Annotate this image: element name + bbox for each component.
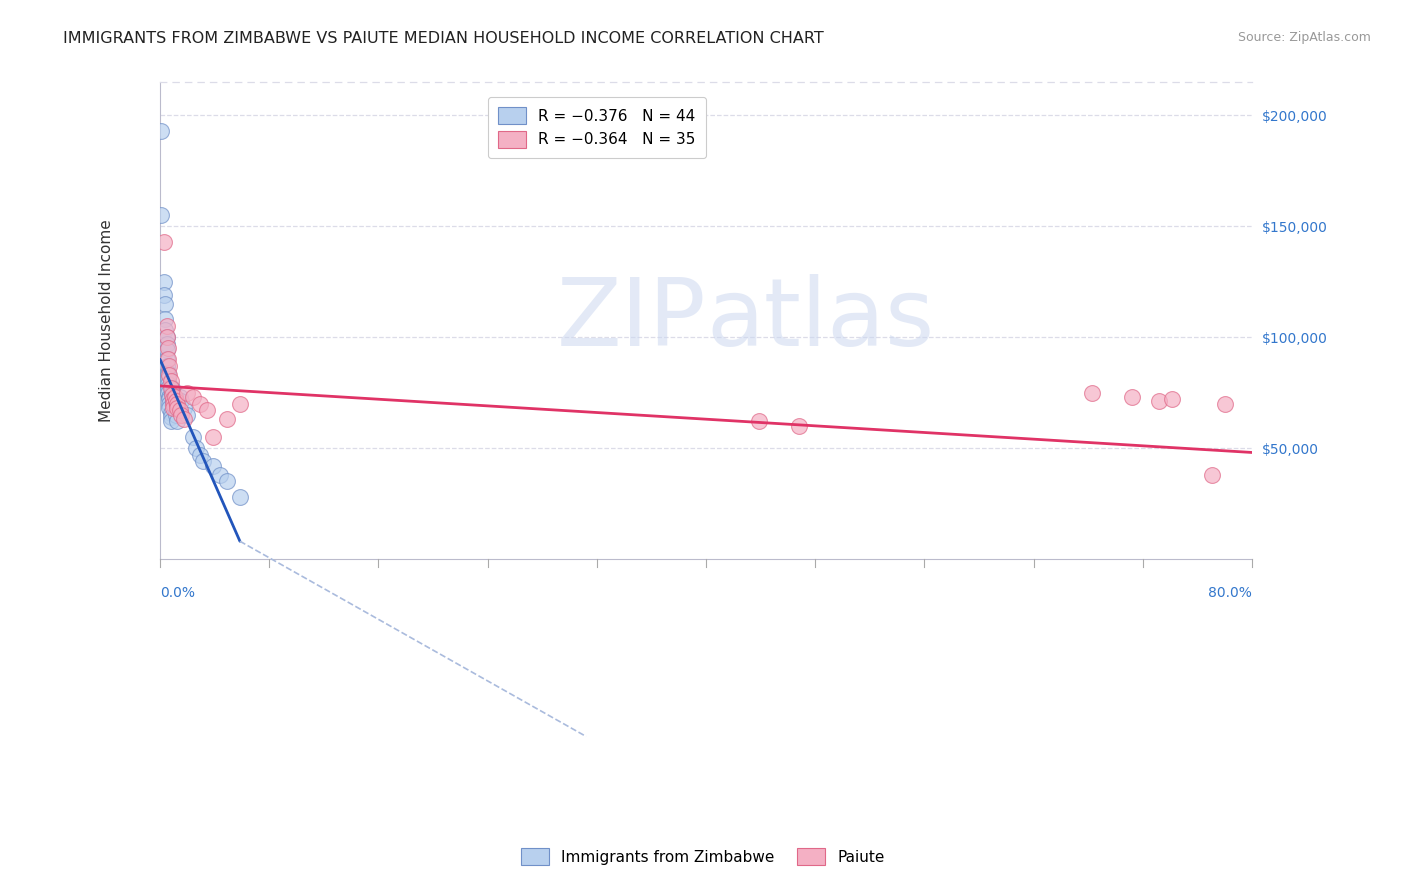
Point <box>153 235 176 249</box>
Point <box>162 397 184 411</box>
Text: 0.0%: 0.0% <box>160 586 195 599</box>
Point <box>787 418 810 433</box>
Point <box>150 208 173 222</box>
Point <box>229 490 252 504</box>
Point <box>157 397 180 411</box>
Point <box>215 475 238 489</box>
Point <box>156 336 179 351</box>
Point <box>157 401 180 416</box>
Point <box>156 368 179 382</box>
Point <box>160 381 183 395</box>
Point <box>159 381 181 395</box>
Point <box>215 412 238 426</box>
Point <box>156 330 179 344</box>
Point <box>1081 385 1104 400</box>
Point <box>181 430 204 444</box>
Text: atlas: atlas <box>706 275 935 367</box>
Point <box>181 390 204 404</box>
Legend: Immigrants from Zimbabwe, Paiute: Immigrants from Zimbabwe, Paiute <box>516 842 890 871</box>
Point <box>176 408 198 422</box>
Point <box>156 341 179 355</box>
Point <box>156 385 179 400</box>
Point <box>155 297 177 311</box>
Point <box>156 318 179 333</box>
Point <box>748 414 770 428</box>
Point <box>157 359 180 373</box>
Point <box>153 288 176 302</box>
Point <box>166 414 188 428</box>
Point <box>162 394 184 409</box>
Point <box>157 368 180 382</box>
Point <box>208 467 231 482</box>
Text: IMMIGRANTS FROM ZIMBABWE VS PAIUTE MEDIAN HOUSEHOLD INCOME CORRELATION CHART: IMMIGRANTS FROM ZIMBABWE VS PAIUTE MEDIA… <box>63 31 824 46</box>
Text: 80.0%: 80.0% <box>1208 586 1253 599</box>
Point <box>159 405 181 419</box>
Text: ZIP: ZIP <box>557 275 706 367</box>
Point <box>156 343 179 358</box>
Point <box>155 312 177 326</box>
Point <box>162 390 184 404</box>
Point <box>157 392 180 407</box>
Point <box>165 408 187 422</box>
Point <box>165 394 187 409</box>
Point <box>156 381 179 395</box>
Point <box>159 414 181 428</box>
Point <box>155 323 177 337</box>
Point <box>195 403 218 417</box>
Point <box>163 390 186 404</box>
Point <box>159 409 181 424</box>
Point <box>1201 467 1223 482</box>
Point <box>166 401 188 416</box>
Point <box>156 352 179 367</box>
Point <box>156 330 179 344</box>
Point <box>173 412 195 426</box>
Point <box>170 394 193 409</box>
Point <box>162 392 184 407</box>
Point <box>1215 397 1237 411</box>
Point <box>191 454 214 468</box>
Point <box>157 390 180 404</box>
Point <box>1121 390 1143 404</box>
Point <box>156 352 179 367</box>
Point <box>229 397 252 411</box>
Point <box>1161 392 1184 407</box>
Point <box>150 124 173 138</box>
Point <box>202 430 225 444</box>
Text: Median Household Income: Median Household Income <box>100 219 114 422</box>
Point <box>188 397 211 411</box>
Point <box>166 397 188 411</box>
Point <box>156 376 179 391</box>
Point <box>156 366 179 380</box>
Point <box>184 441 207 455</box>
Point <box>176 385 198 400</box>
Point <box>153 275 176 289</box>
Point <box>169 390 191 404</box>
Point <box>160 385 183 400</box>
Point <box>159 375 181 389</box>
Point <box>202 458 225 473</box>
Legend: R = −0.376   N = 44, R = −0.364   N = 35: R = −0.376 N = 44, R = −0.364 N = 35 <box>488 96 706 158</box>
Point <box>188 448 211 462</box>
Point <box>1147 394 1170 409</box>
Point <box>169 403 191 417</box>
Point <box>170 408 193 422</box>
Point <box>156 372 179 386</box>
Text: Source: ZipAtlas.com: Source: ZipAtlas.com <box>1237 31 1371 45</box>
Point <box>156 359 179 373</box>
Point <box>162 401 184 416</box>
Point <box>173 401 195 416</box>
Point <box>160 388 183 402</box>
Point <box>163 401 186 416</box>
